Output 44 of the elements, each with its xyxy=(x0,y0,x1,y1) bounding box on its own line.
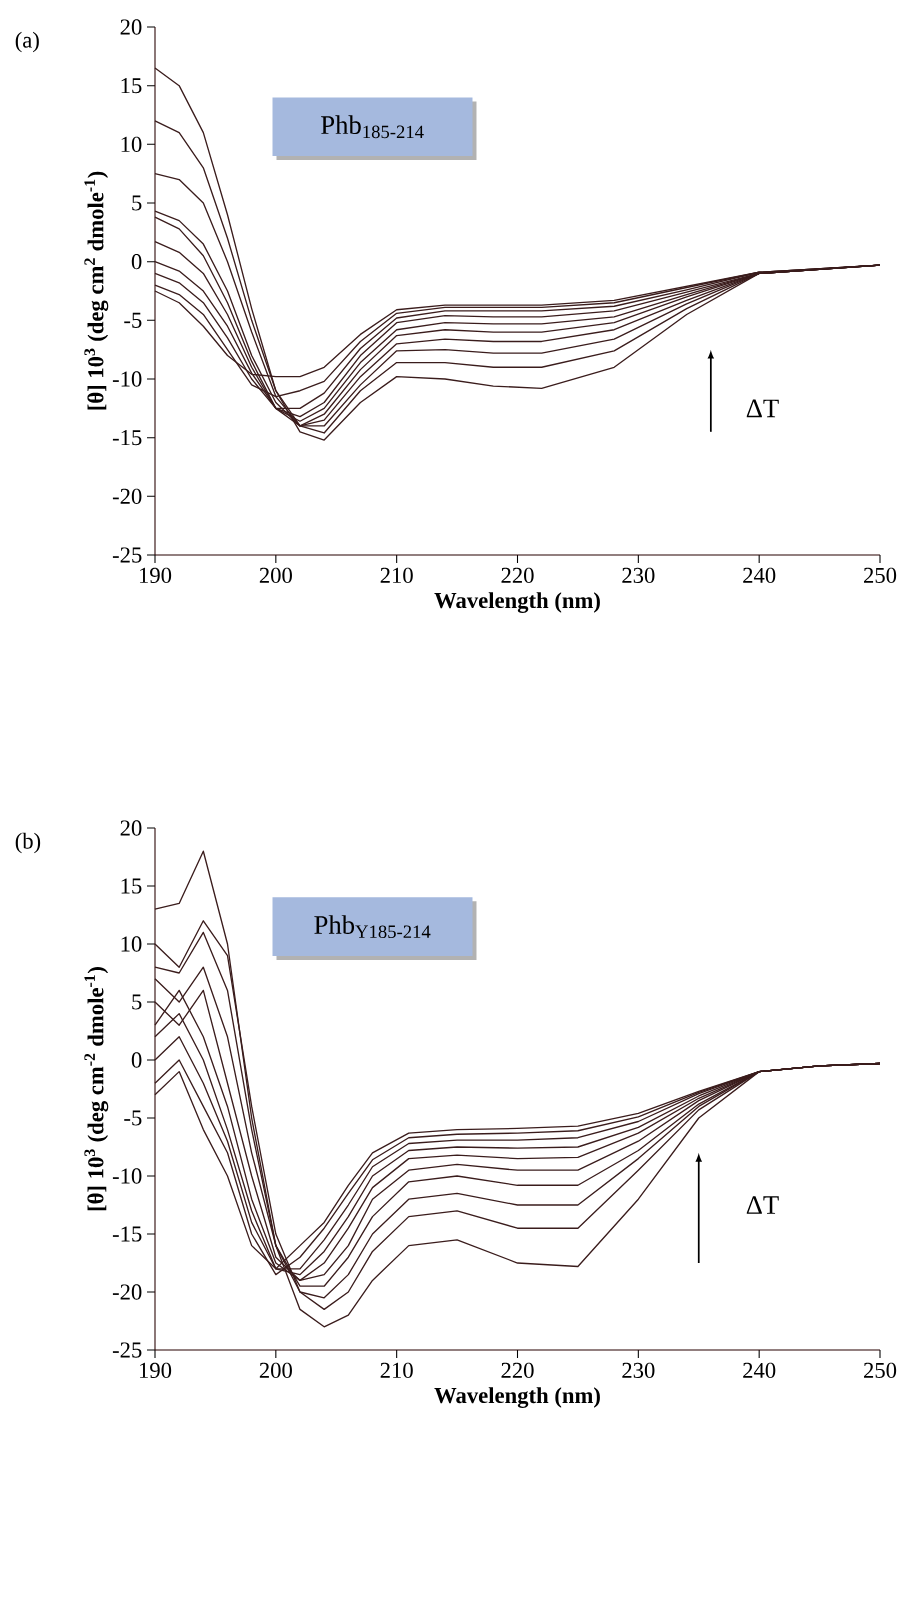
y-tick-label: -10 xyxy=(112,1168,142,1184)
y-tick-label: 20 xyxy=(120,820,142,836)
y-tick-label: -15 xyxy=(112,430,142,446)
y-tick-label: -20 xyxy=(112,488,142,504)
x-tick-label: 240 xyxy=(743,1362,776,1379)
annotation: ΔT xyxy=(746,399,779,418)
x-tick-label: 210 xyxy=(380,1362,413,1379)
y-tick-label: -15 xyxy=(112,1226,142,1242)
x-tick-label: 210 xyxy=(380,567,413,584)
x-tick-label: 250 xyxy=(864,567,897,584)
x-axis-title: Wavelength (nm) xyxy=(434,1387,600,1408)
y-tick-label: -25 xyxy=(112,547,142,563)
text: (a) xyxy=(15,31,39,53)
y-tick-label: -20 xyxy=(112,1284,142,1300)
x-tick-label: 220 xyxy=(501,1362,534,1379)
y-tick-label: 0 xyxy=(131,254,142,270)
y-tick-label: -5 xyxy=(124,312,142,328)
y-tick-label: 20 xyxy=(120,19,142,35)
y-tick-label: 15 xyxy=(121,78,142,94)
x-tick-label: 200 xyxy=(259,567,292,584)
annotation: Phb$_{185-214}$ xyxy=(321,115,424,139)
annotation: Phb$_{Y185-214}$ xyxy=(314,915,431,939)
y-axis-title: [θ] 10$^{3}$ (deg cm$^{-2}$ dmole$^{-1}$) xyxy=(84,967,109,1211)
y-tick-label: 0 xyxy=(131,1052,142,1068)
x-tick-label: 230 xyxy=(622,567,655,584)
x-tick-label: 240 xyxy=(743,567,776,584)
x-tick-label: 230 xyxy=(622,1362,655,1379)
y-tick-label: 15 xyxy=(121,878,142,894)
x-tick-label: 190 xyxy=(139,567,172,584)
x-tick-label: 250 xyxy=(864,1362,897,1379)
y-tick-label: 10 xyxy=(121,136,142,152)
y-tick-label: -5 xyxy=(124,1110,142,1126)
x-tick-label: 200 xyxy=(259,1362,292,1379)
y-axis-title: [θ] 10$^{3}$ (deg cm$^{2}$ dmole$^{-1}$) xyxy=(84,171,109,410)
y-tick-label: -10 xyxy=(112,371,142,387)
annotation: ΔT xyxy=(746,1196,779,1214)
x-tick-label: 220 xyxy=(501,567,534,584)
x-axis-title: Wavelength (nm) xyxy=(434,592,600,613)
x-tick-label: 190 xyxy=(139,1362,172,1379)
y-tick-label: 10 xyxy=(121,936,142,952)
text: (b) xyxy=(15,832,41,854)
y-tick-label: 5 xyxy=(132,994,142,1010)
y-tick-label: 5 xyxy=(132,195,142,211)
y-tick-label: -25 xyxy=(112,1342,142,1358)
